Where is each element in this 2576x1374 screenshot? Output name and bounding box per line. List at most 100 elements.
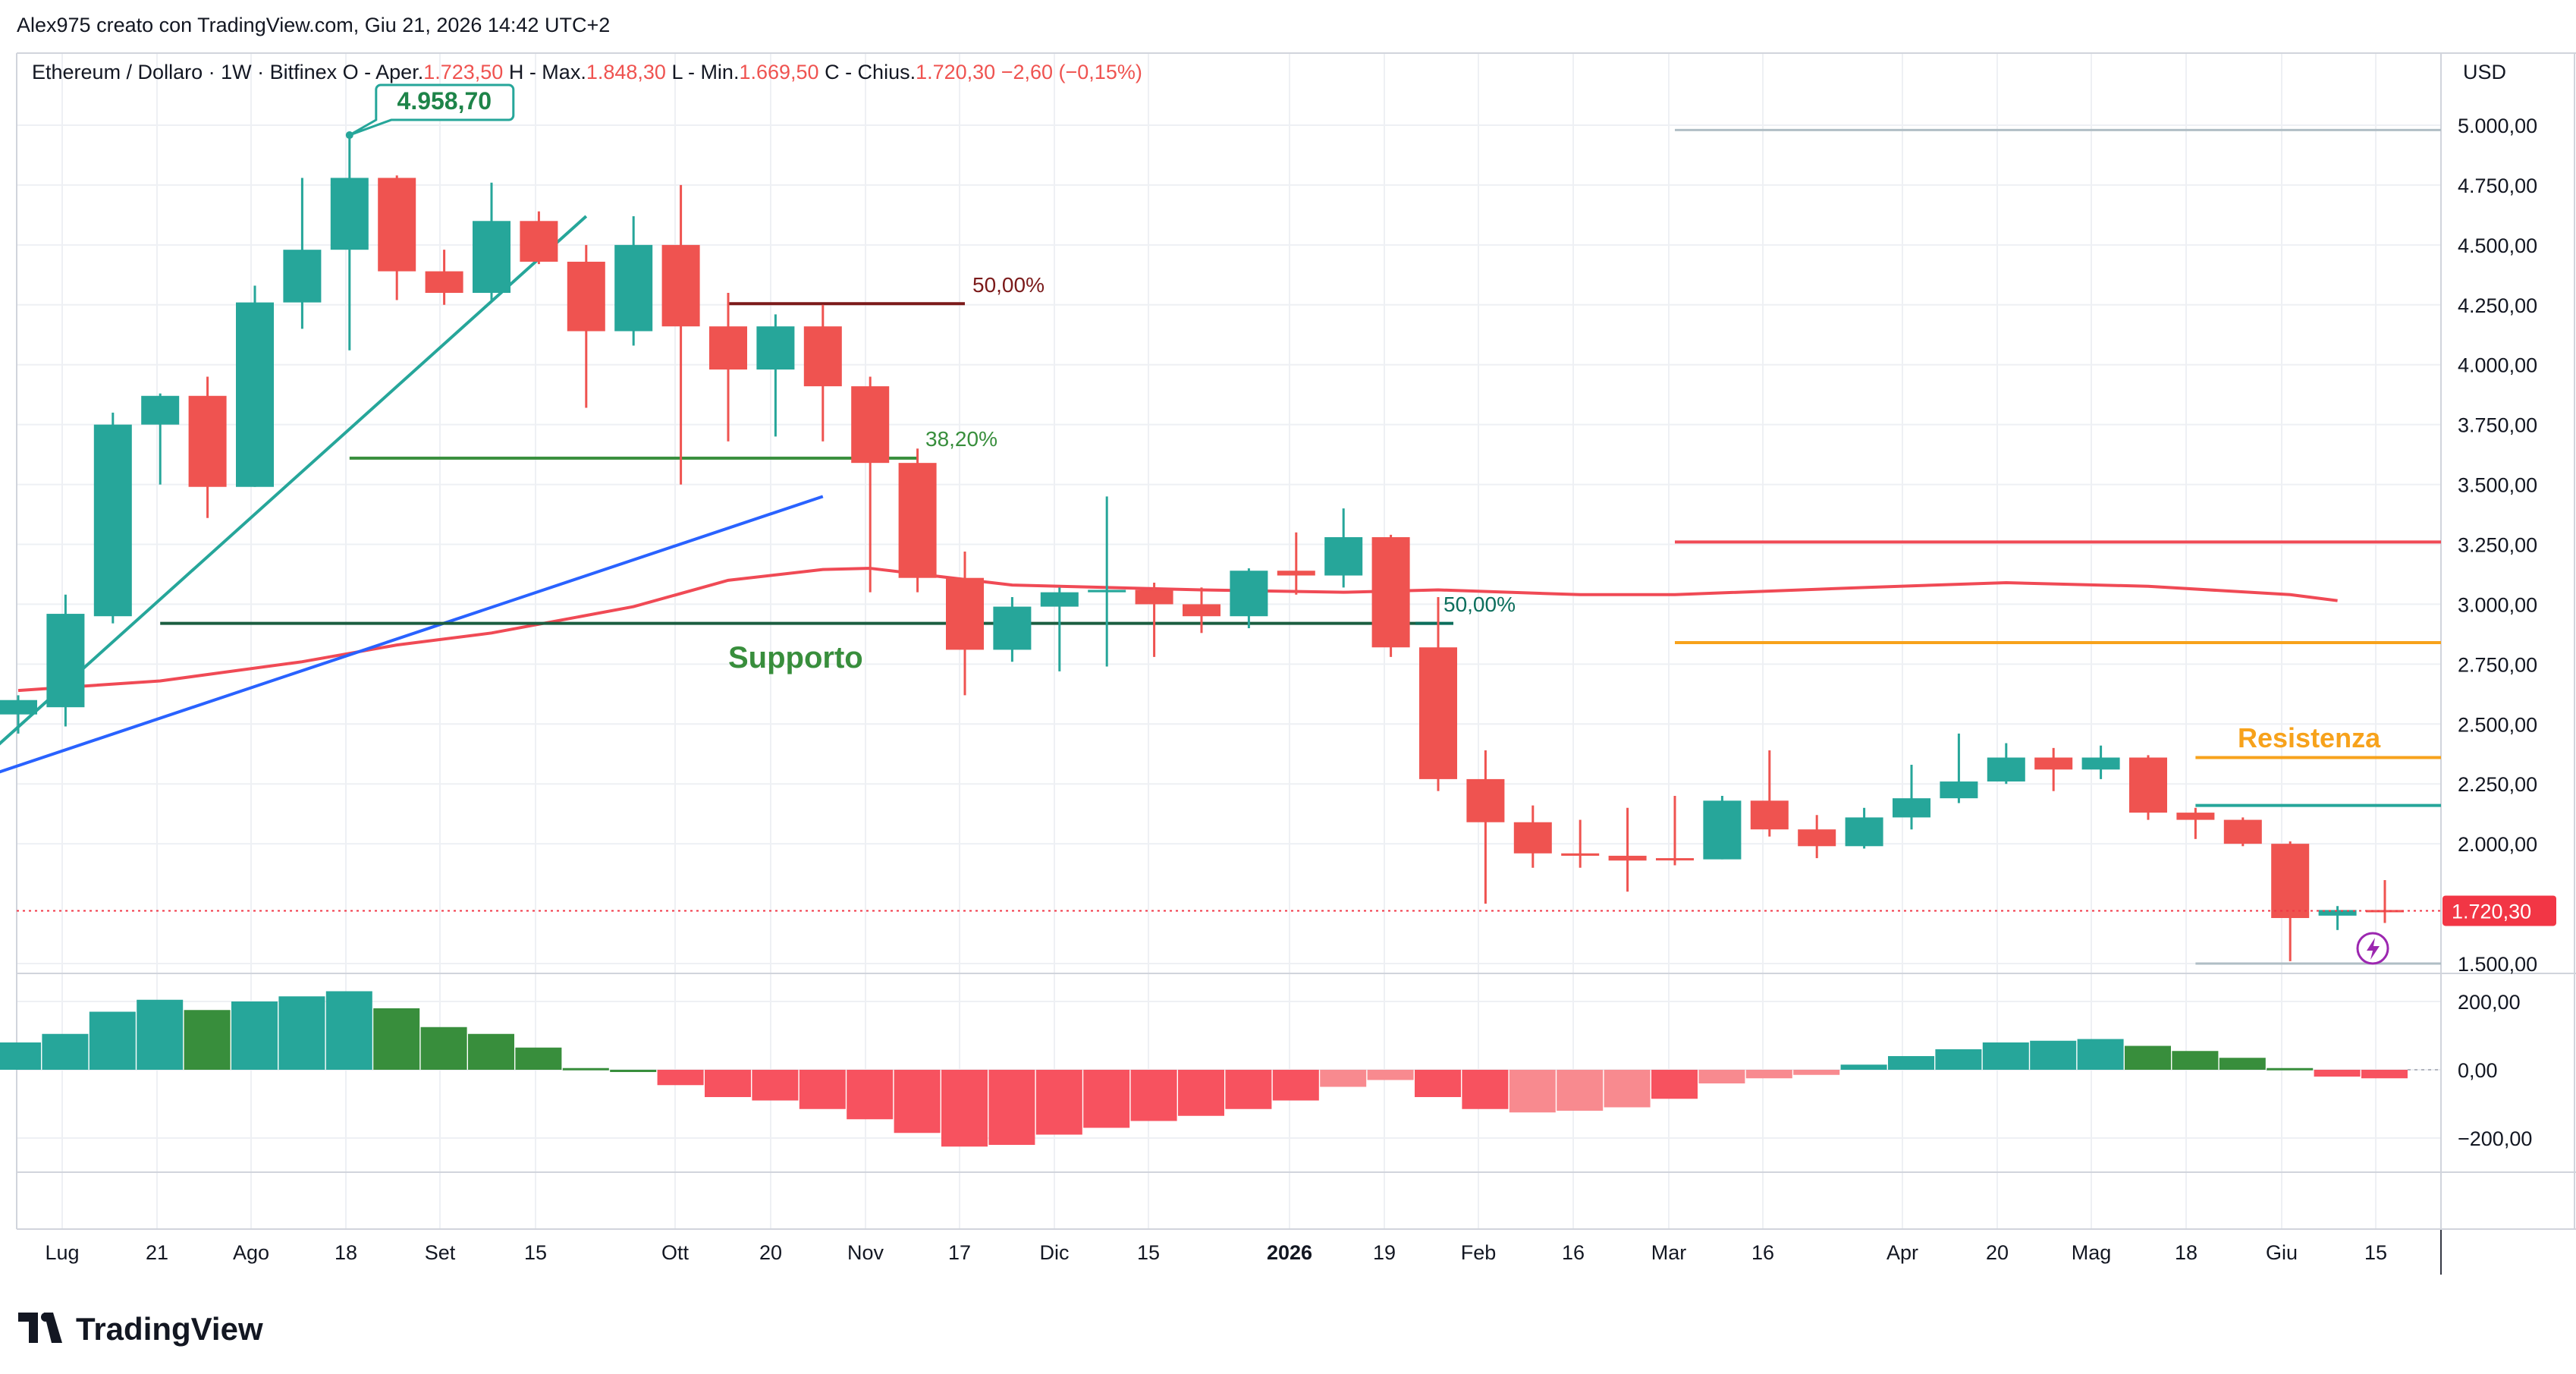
candle-body <box>993 606 1032 650</box>
candle-body <box>1798 829 1836 847</box>
histogram-bar <box>2030 1040 2077 1070</box>
candle-body <box>803 326 842 387</box>
time-tick: Nov <box>847 1241 884 1264</box>
candle-body <box>141 395 180 425</box>
histogram-bar <box>515 1047 562 1070</box>
histogram-bar <box>137 999 184 1070</box>
histogram-bar <box>1557 1070 1604 1111</box>
candle-body <box>1135 590 1173 605</box>
candle-body <box>1513 822 1552 854</box>
price-tick: 4.250,00 <box>2458 294 2537 317</box>
current-price-tag <box>2442 895 2556 926</box>
histogram-bar <box>2267 1067 2314 1071</box>
histogram-bar <box>420 1027 467 1070</box>
histogram-bar <box>1604 1070 1651 1108</box>
histogram-bar <box>1651 1070 1698 1099</box>
current-price-tag-label: 1.720,30 <box>2452 900 2531 923</box>
histogram-bar <box>1840 1064 1887 1070</box>
histogram-bar <box>1462 1070 1509 1109</box>
price-tick: 2.750,00 <box>2458 653 2537 676</box>
candle-body <box>2176 813 2215 820</box>
candle-body <box>1230 571 1268 617</box>
histogram-bar <box>657 1070 704 1086</box>
ath-callout-label: 4.958,70 <box>397 87 492 115</box>
histogram-bar <box>941 1070 988 1147</box>
candle-body <box>1893 798 1930 818</box>
brand-name[interactable]: TradingView <box>76 1311 263 1347</box>
candle-body <box>2034 757 2073 770</box>
candle-body <box>330 178 369 250</box>
time-tick: 18 <box>2175 1241 2197 1264</box>
author-line: Alex975 creato con TradingView.com, Giu … <box>17 14 610 36</box>
ath-callout-box <box>349 83 515 137</box>
price-tick: 2.250,00 <box>2458 773 2537 796</box>
osc-tick: 200,00 <box>2458 991 2521 1014</box>
label-fib-50-top: 50,00% <box>972 273 1045 297</box>
candle-body <box>46 614 85 708</box>
candle-body <box>1324 537 1363 576</box>
time-tick: 15 <box>524 1241 547 1264</box>
price-tick: 4.500,00 <box>2458 234 2537 257</box>
histogram-bar <box>1320 1070 1367 1087</box>
candle-body <box>1040 592 1079 607</box>
candle-body <box>93 424 132 617</box>
blue-trendline <box>0 495 824 774</box>
ohlc-legend[interactable]: Ethereum / Dollaro · 1W · Bitfinex O - A… <box>32 61 1142 83</box>
histogram-bar <box>1745 1070 1792 1079</box>
candle-body <box>709 326 747 370</box>
time-tick: Feb <box>1461 1241 1497 1264</box>
candle-body <box>520 221 558 262</box>
histogram-bar <box>0 1042 41 1070</box>
candle-body <box>898 463 937 578</box>
time-tick: Lug <box>45 1241 79 1264</box>
candle-body <box>1561 853 1600 856</box>
label-resistenza: Resistenza <box>2238 722 2381 753</box>
ohlc-part: O - Aper. <box>343 61 424 83</box>
price-tick: 3.000,00 <box>2458 593 2537 616</box>
price-tick: 5.000,00 <box>2458 115 2537 137</box>
candle-body <box>2318 910 2357 916</box>
time-tick: 18 <box>335 1241 357 1264</box>
time-tick: 15 <box>2364 1241 2387 1264</box>
price-tick: 3.250,00 <box>2458 534 2537 557</box>
candle-body <box>1940 781 1978 799</box>
histogram-bar <box>1982 1042 2029 1070</box>
candle-body <box>473 221 510 293</box>
time-tick: 20 <box>759 1241 782 1264</box>
histogram-bar <box>1888 1056 1934 1070</box>
histogram-bar <box>2077 1039 2124 1070</box>
candle-body <box>1183 604 1220 617</box>
candle-body <box>1419 647 1457 779</box>
histogram-bar <box>2219 1058 2266 1070</box>
candle-body <box>283 250 322 303</box>
currency-label: USD <box>2463 61 2506 83</box>
price-tick: 1.500,00 <box>2458 953 2537 976</box>
ohlc-part: 1.669,50 <box>739 61 825 83</box>
time-tick: Ago <box>233 1241 269 1264</box>
price-tick: 4.000,00 <box>2458 354 2537 377</box>
time-tick: Giu <box>2266 1241 2298 1264</box>
price-tick: 3.500,00 <box>2458 474 2537 497</box>
histogram-bar <box>2172 1051 2219 1070</box>
histogram-bar <box>2125 1045 2171 1070</box>
histogram-bar <box>373 1008 420 1070</box>
histogram-bar <box>1272 1070 1319 1101</box>
time-tick: 20 <box>1986 1241 2009 1264</box>
time-tick: 19 <box>1373 1241 1396 1264</box>
candle-body <box>425 271 463 293</box>
bolt-glyph-icon <box>2367 938 2380 960</box>
candle-body <box>567 261 605 332</box>
time-tick: 16 <box>1562 1241 1585 1264</box>
time-tick: Mar <box>1651 1241 1687 1264</box>
histogram-bar <box>1130 1070 1177 1121</box>
time-tick: Set <box>425 1241 456 1264</box>
candle-body <box>188 395 227 487</box>
ohlc-part: 1.723,50 <box>423 61 509 83</box>
histogram-bar <box>89 1011 136 1070</box>
time-tick: 16 <box>1751 1241 1774 1264</box>
candle-body <box>1750 800 1789 830</box>
candle-body <box>1845 817 1883 847</box>
time-tick: Ott <box>661 1241 690 1264</box>
histogram-bar <box>42 1033 89 1070</box>
